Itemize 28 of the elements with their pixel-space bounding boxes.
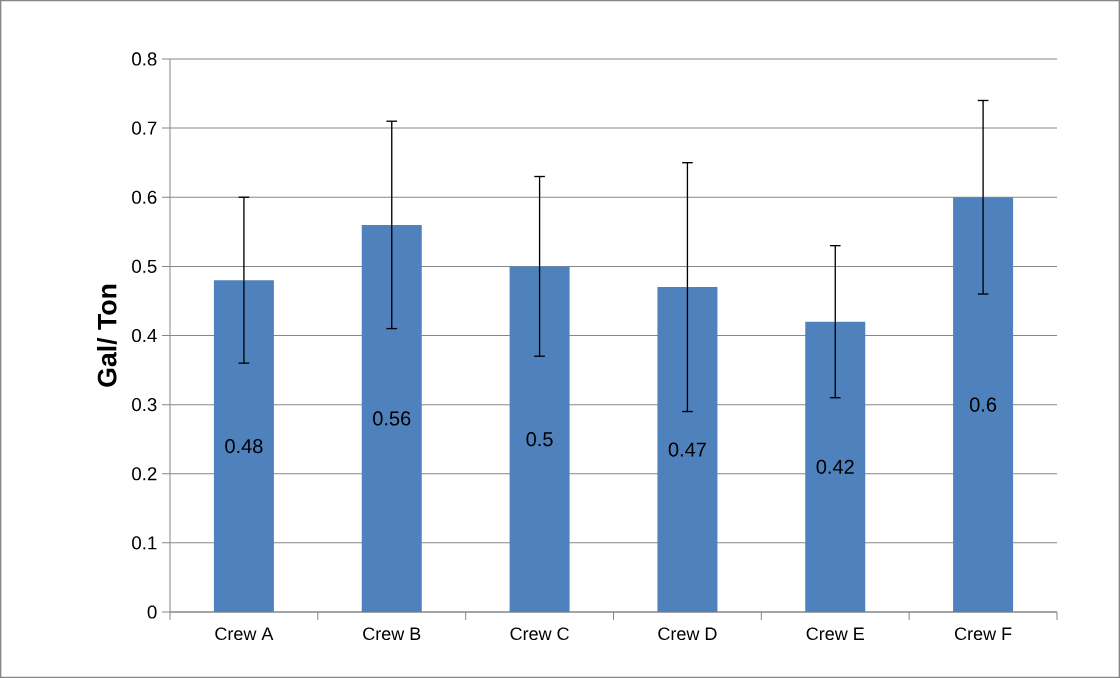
x-tick-label: Crew C — [510, 627, 569, 641]
x-tick-label: Crew D — [658, 627, 717, 641]
y-tick-label: 0.8 — [132, 52, 157, 66]
y-tick-label: 0.7 — [132, 121, 157, 135]
data-label: 0.47 — [668, 442, 706, 457]
bar — [509, 266, 570, 612]
y-tick-label: 0.4 — [132, 328, 157, 343]
y-tick-label: 0.6 — [132, 190, 157, 204]
bar — [213, 280, 274, 612]
x-tick-label: Crew A — [215, 627, 274, 641]
data-label: 0.42 — [816, 459, 854, 474]
bar — [805, 321, 866, 612]
bar — [657, 287, 718, 612]
bar — [953, 197, 1014, 612]
y-axis-title: Gal/ Ton — [97, 284, 117, 387]
y-tick-label: 0 — [147, 605, 157, 619]
data-label: 0.56 — [373, 411, 411, 426]
x-tick-label: Crew E — [806, 627, 864, 641]
y-tick-label: 0.2 — [132, 467, 157, 481]
data-label: 0.48 — [225, 439, 263, 454]
data-label: 0.6 — [969, 397, 997, 412]
y-tick-label: 0.5 — [132, 259, 157, 273]
data-label: 0.5 — [526, 432, 553, 447]
y-tick-label: 0.1 — [132, 536, 157, 550]
x-tick-label: Crew B — [363, 627, 421, 641]
bar — [361, 224, 422, 612]
x-tick-label: Crew F — [955, 627, 1012, 641]
y-tick-label: 0.3 — [132, 398, 157, 412]
